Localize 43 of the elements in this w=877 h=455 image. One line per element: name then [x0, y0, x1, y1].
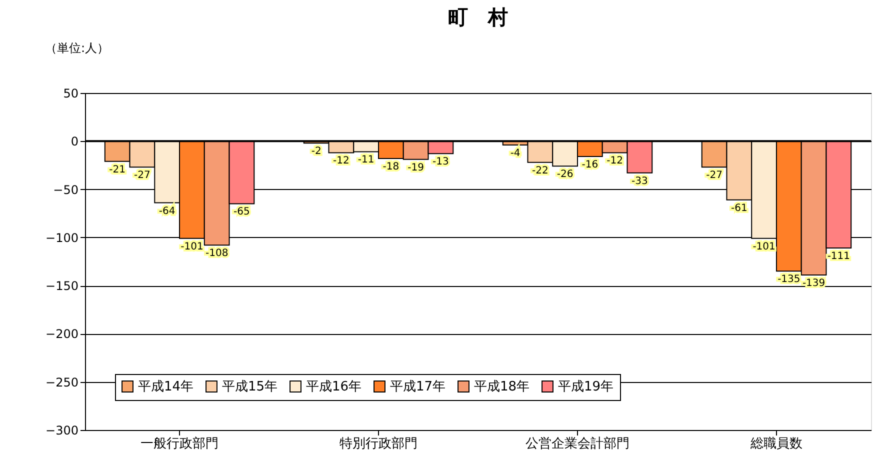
data-label: -13 — [432, 156, 449, 168]
legend-label: 平成15年 — [222, 380, 278, 395]
data-label: -33 — [632, 176, 648, 187]
legend-label: 平成14年 — [138, 380, 194, 395]
y-tick-label: 50 — [63, 86, 78, 100]
data-label: -111 — [827, 251, 850, 262]
data-label: -18 — [382, 161, 400, 172]
data-label: -108 — [205, 248, 228, 260]
legend-label: 平成19年 — [558, 380, 614, 395]
data-label: -27 — [706, 170, 722, 182]
y-tick-label: −300 — [46, 424, 78, 438]
data-label: -19 — [408, 162, 424, 174]
data-label: -16 — [582, 160, 598, 171]
legend-label: 平成16年 — [306, 380, 362, 395]
data-label: -12 — [606, 156, 623, 167]
text: （単位:人） — [45, 41, 110, 55]
data-label: -65 — [234, 206, 250, 218]
x-tick-label: 総職員数 — [749, 436, 802, 452]
x-tick-label: 一般行政部門 — [140, 436, 219, 452]
x-tick-label: 公営企業会計部門 — [525, 436, 630, 452]
data-label: -22 — [532, 165, 548, 176]
y-tick-label: −50 — [53, 182, 78, 197]
data-label: -2 — [311, 146, 322, 158]
y-tick-label: 0 — [70, 134, 78, 149]
data-label: -61 — [731, 202, 748, 214]
x-tick-label: 特別行政部門 — [340, 436, 418, 452]
data-label: -26 — [556, 169, 574, 180]
data-label: -11 — [358, 154, 374, 166]
chart-title: 町 村 — [448, 5, 508, 29]
y-tick-label: −150 — [46, 279, 78, 294]
data-label: -4 — [510, 148, 520, 159]
data-label: -27 — [134, 170, 150, 182]
data-label: -21 — [109, 164, 126, 176]
y-tick-label: −200 — [46, 327, 78, 342]
legend-label: 平成17年 — [390, 380, 446, 395]
data-label: -101 — [180, 241, 204, 252]
legend-label: 平成18年 — [474, 380, 530, 395]
y-tick-label: −250 — [46, 375, 78, 390]
y-tick-label: −100 — [46, 230, 78, 245]
data-label: -135 — [778, 274, 800, 286]
data-label: -12 — [333, 156, 350, 167]
data-label: -101 — [752, 241, 776, 252]
data-label: -64 — [158, 206, 176, 217]
